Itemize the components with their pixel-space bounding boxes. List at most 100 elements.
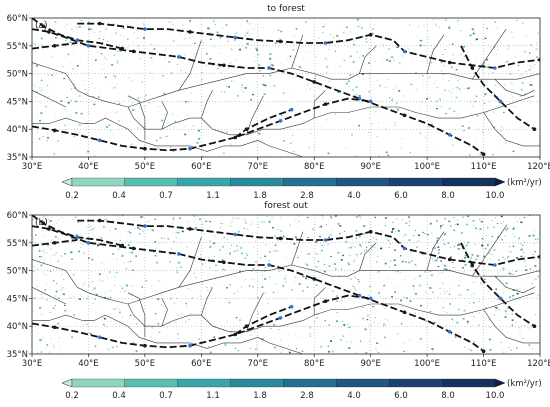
map-frame (31, 214, 541, 355)
border-line (127, 95, 535, 136)
map-layers (32, 215, 540, 354)
lon-tick-label: 60°E (191, 359, 211, 369)
colorbar-tick-label: 4.0 (347, 191, 361, 201)
route-node (402, 310, 407, 315)
route-node (52, 241, 57, 245)
route-node (278, 39, 283, 44)
border-line (426, 34, 445, 74)
route-node (120, 243, 125, 248)
route-node (289, 107, 294, 112)
border-line (494, 78, 535, 97)
colorbar-min-extend (61, 177, 73, 187)
route-line (460, 242, 535, 327)
colorbar-tick-label: 6.0 (394, 391, 408, 401)
border-line (32, 90, 67, 108)
route-line (32, 28, 485, 155)
route-node (177, 55, 181, 59)
border-line (246, 95, 264, 135)
route-node (481, 152, 486, 156)
lat-tick-label: 60°N (7, 211, 28, 221)
route-node (538, 57, 540, 62)
colorbar-min-extend (61, 378, 73, 388)
border-line (32, 287, 67, 305)
colorbar-segment (283, 378, 337, 388)
route-node (402, 246, 407, 251)
colorbar-tick-label: 8.0 (441, 191, 455, 201)
lon-tick-label: 30°E (22, 162, 42, 172)
colorbar-unit: (km²/yr) (507, 379, 542, 389)
colorbar-tick-label: 1.1 (206, 191, 220, 201)
border-line (472, 28, 507, 80)
route-node (538, 254, 540, 259)
route-node (447, 257, 452, 262)
route-node (188, 146, 192, 151)
route-node (312, 80, 317, 84)
route-node (532, 324, 537, 329)
border-line (426, 231, 445, 271)
border-line (483, 309, 540, 344)
lat-tick-label: 50°N (7, 267, 28, 277)
border-line (161, 298, 168, 327)
lon-tick-label: 70°E (248, 162, 268, 172)
lon-tick-label: 120°E (527, 359, 550, 369)
route-node (41, 24, 46, 29)
colorbar-tick-label: 8.0 (441, 391, 455, 401)
route-node (97, 218, 102, 223)
route-line (32, 18, 123, 50)
panel-title: to forest (267, 4, 305, 14)
route-node (278, 236, 283, 241)
colorbar-max-extend (494, 177, 506, 187)
border-line (313, 287, 326, 316)
route-node (75, 235, 79, 239)
route-node (131, 246, 136, 251)
country-borders (32, 28, 540, 157)
route-node (267, 66, 271, 70)
lat-tick-label: 40°N (7, 322, 28, 332)
panel-label: (a) (35, 21, 48, 31)
colorbar-tick-label: 0.2 (65, 191, 79, 201)
route-node (143, 27, 147, 31)
colorbar-tick-label: 10.0 (486, 191, 505, 201)
lon-tick-label: 120°E (527, 162, 550, 172)
route-node (143, 146, 147, 151)
route-node (47, 227, 51, 231)
route-node (470, 263, 475, 267)
route-node (97, 21, 102, 26)
route-node (402, 113, 407, 118)
colorbar-tick-label: 1.8 (253, 391, 267, 401)
lat-tick-label: 35°N (7, 350, 28, 360)
border-line (201, 287, 213, 316)
route-node (368, 229, 373, 234)
colorbar-tick-label: 2.8 (300, 391, 314, 401)
route-node (222, 260, 226, 265)
lon-tick-label: 100°E (414, 359, 440, 369)
border-line (32, 117, 303, 157)
route-node (368, 99, 373, 104)
colorbar-segment (283, 177, 337, 187)
colorbar-tick-label: 10.0 (486, 391, 505, 401)
lon-tick-label: 50°E (135, 359, 155, 369)
route-node (447, 60, 452, 65)
lon-tick-label: 80°E (304, 359, 324, 369)
lon-tick-label: 50°E (135, 162, 155, 172)
border-line (178, 40, 202, 91)
route-node (120, 46, 125, 51)
route-node (493, 66, 497, 70)
colorbar: 0.2 0.4 0.7 1.1 1.8 2.8 4.0 6.0 8.0 10.0(km²/yr) (61, 378, 542, 401)
border-line (313, 90, 326, 119)
route-node (188, 30, 192, 34)
route-node (97, 138, 102, 143)
colorbar-segment (230, 177, 284, 187)
colorbar-tick-label: 0.7 (159, 391, 173, 401)
route-node (498, 99, 503, 104)
lon-tick-label: 40°E (78, 359, 98, 369)
map-layers (32, 18, 540, 157)
map-background (32, 18, 540, 157)
border-line (127, 95, 146, 141)
route-node (470, 66, 475, 70)
panel-label: (b) (35, 218, 48, 228)
route-node (177, 252, 181, 256)
map-background (32, 215, 540, 354)
route-node (244, 324, 249, 329)
